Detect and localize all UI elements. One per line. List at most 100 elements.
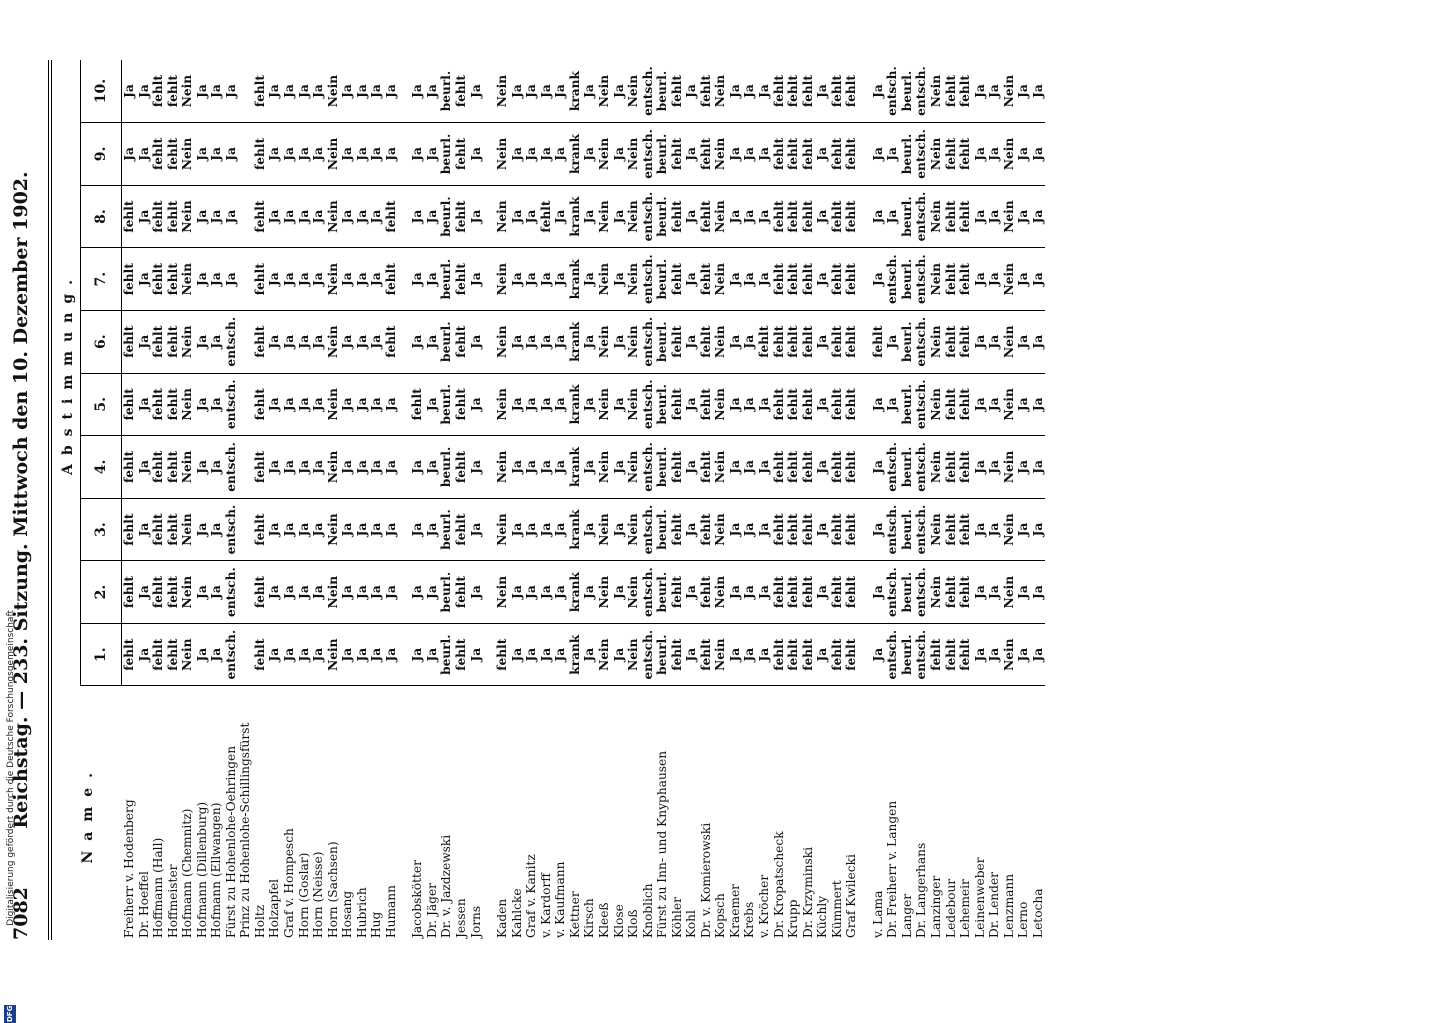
vote-cell: Nein: [1001, 310, 1017, 374]
vote-cell: Ja: [509, 310, 525, 374]
vote-cell: Nein: [713, 560, 728, 624]
vote-cell: Ja: [424, 560, 440, 624]
vote-cell: fehlt: [870, 310, 886, 374]
vote-cell: fehlt: [454, 247, 469, 311]
vote-cell: Ja: [296, 122, 312, 186]
vote-cell: Ja: [524, 373, 539, 436]
vote-cell: Ja: [223, 185, 239, 248]
vote-cell: Ja: [383, 435, 399, 499]
vote-cell: beurl.: [655, 623, 670, 686]
vote-cell: entsch.: [640, 60, 656, 123]
vote-cell: Ja: [553, 122, 568, 186]
vote-table-body: Freiherr v. Hodenberg fehlt fehlt fehlt fehl…: [121, 60, 1046, 940]
vote-cell: Ja: [756, 122, 772, 186]
vote-cell: Ja: [136, 310, 152, 374]
vote-cell: entsch.: [914, 247, 929, 311]
vote-cell: fehlt: [151, 60, 166, 123]
member-name: v. Lama: [870, 686, 886, 940]
vote-cell: Ja: [424, 435, 440, 499]
document-page: 7082 Reichstag. — 233. Sitzung. Mittwoch…: [10, 60, 1046, 940]
vote-cell: fehlt: [151, 560, 166, 624]
vote-cell: Ja: [296, 310, 312, 374]
vote-cell: fehlt: [151, 623, 166, 686]
vote-cell: Nein: [626, 122, 641, 186]
member-row: v. Kröcher Ja Ja Ja Ja Ja fehlt Ja Ja Ja Ja: [756, 60, 772, 940]
vote-cell: entsch.: [914, 373, 929, 436]
vote-cell: Nein: [596, 498, 612, 561]
vote-cell: Ja: [756, 623, 772, 686]
member-row: Hoffmann (Hall) fehlt fehlt fehlt fehlt fehlt…: [151, 60, 166, 940]
vote-cell: fehlt: [771, 247, 787, 311]
vote-cell: Nein: [180, 435, 195, 499]
member-name: Letocha: [1030, 686, 1046, 940]
vote-cell: Ja: [870, 435, 886, 499]
vote-cell: Ja: [509, 435, 525, 499]
vote-cell: fehlt: [165, 60, 181, 123]
vote-cell: Ja: [509, 185, 525, 248]
vote-cell: Nein: [495, 560, 510, 624]
vote-cell: Ja: [369, 498, 384, 561]
vote-cell: fehlt: [958, 122, 973, 186]
vote-cell: Nein: [325, 560, 341, 624]
header-rule-2: [51, 60, 52, 940]
vote-cell: beurl.: [899, 122, 915, 186]
vote-cell: Ja: [209, 373, 224, 436]
vote-cell: Ja: [410, 122, 425, 186]
vote-cell: Nein: [713, 310, 728, 374]
group-separator: [858, 60, 871, 940]
vote-cell: Ja: [684, 623, 699, 686]
vote-cell: beurl.: [655, 560, 670, 624]
vote-cell: fehlt: [252, 122, 268, 186]
member-row: Dr. Krzyminski fehlt fehlt fehlt fehlt fehlt f…: [800, 60, 816, 940]
vote-cell: Ja: [209, 310, 224, 374]
vote-cell: Nein: [495, 247, 510, 311]
member-row: Lehemeir fehlt fehlt fehlt fehlt fehlt fehlt fe…: [958, 60, 973, 940]
vote-cell: fehlt: [958, 435, 973, 499]
vote-cell: Ja: [742, 373, 757, 436]
vote-cell: Ja: [870, 247, 886, 311]
vote-cell: beurl.: [899, 60, 915, 123]
vote-cell: fehlt: [800, 560, 816, 624]
vote-cell: Ja: [611, 373, 627, 436]
member-row: Kraemer Ja Ja Ja Ja Ja Ja Ja Ja Ja Ja: [727, 60, 743, 940]
vote-cell: Ja: [369, 560, 384, 624]
member-row: Prinz zu Hohenlohe-Schillingsfürst: [238, 60, 253, 940]
vote-cell: Ja: [340, 623, 355, 686]
vote-cell: Ja: [383, 623, 399, 686]
vote-cell: Nein: [1001, 560, 1017, 624]
vote-cell: fehlt: [121, 185, 137, 248]
vote-cell: fehlt: [698, 498, 714, 561]
vote-cell: Ja: [553, 498, 568, 561]
member-row: Letocha Ja Ja Ja Ja Ja Ja Ja Ja Ja Ja: [1030, 60, 1046, 940]
member-name: Krupp: [786, 686, 801, 940]
member-name: Klose: [611, 686, 627, 940]
vote-cell: Nein: [713, 60, 728, 123]
dfg-logo: DFG: [4, 1005, 16, 1023]
member-row: Dr. Lender Ja Ja Ja Ja Ja Ja Ja Ja Ja Ja: [987, 60, 1002, 940]
vote-cell: fehlt: [786, 310, 801, 374]
vote-cell: Ja: [742, 623, 757, 686]
vote-cell: fehlt: [771, 60, 787, 123]
vote-cell: Ja: [987, 247, 1002, 311]
vote-cell: Ja: [611, 122, 627, 186]
vote-cell: Ja: [369, 435, 384, 499]
vote-cell: Ja: [582, 435, 597, 499]
vote-cell: Ja: [987, 185, 1002, 248]
vote-cell: fehlt: [669, 122, 685, 186]
vote-cell: Ja: [815, 60, 830, 123]
member-name: Dr. Krzyminski: [800, 686, 816, 940]
vote-cell: entsch.: [640, 373, 656, 436]
member-name: Langer: [899, 686, 915, 940]
vote-cell: Ja: [1030, 435, 1046, 499]
vote-cell: beurl.: [655, 122, 670, 186]
member-name: Kümmert: [829, 686, 845, 940]
vote-cell: Ja: [538, 560, 554, 624]
vote-cell: fehlt: [928, 623, 944, 686]
vote-cell: Nein: [325, 498, 341, 561]
vote-cell: Ja: [354, 560, 370, 624]
member-name: Holzapfel: [267, 686, 283, 940]
vote-cell: Ja: [582, 247, 597, 311]
vote-cell: Ja: [524, 122, 539, 186]
vote-cell: fehlt: [958, 310, 973, 374]
vote-cell: fehlt: [454, 310, 469, 374]
